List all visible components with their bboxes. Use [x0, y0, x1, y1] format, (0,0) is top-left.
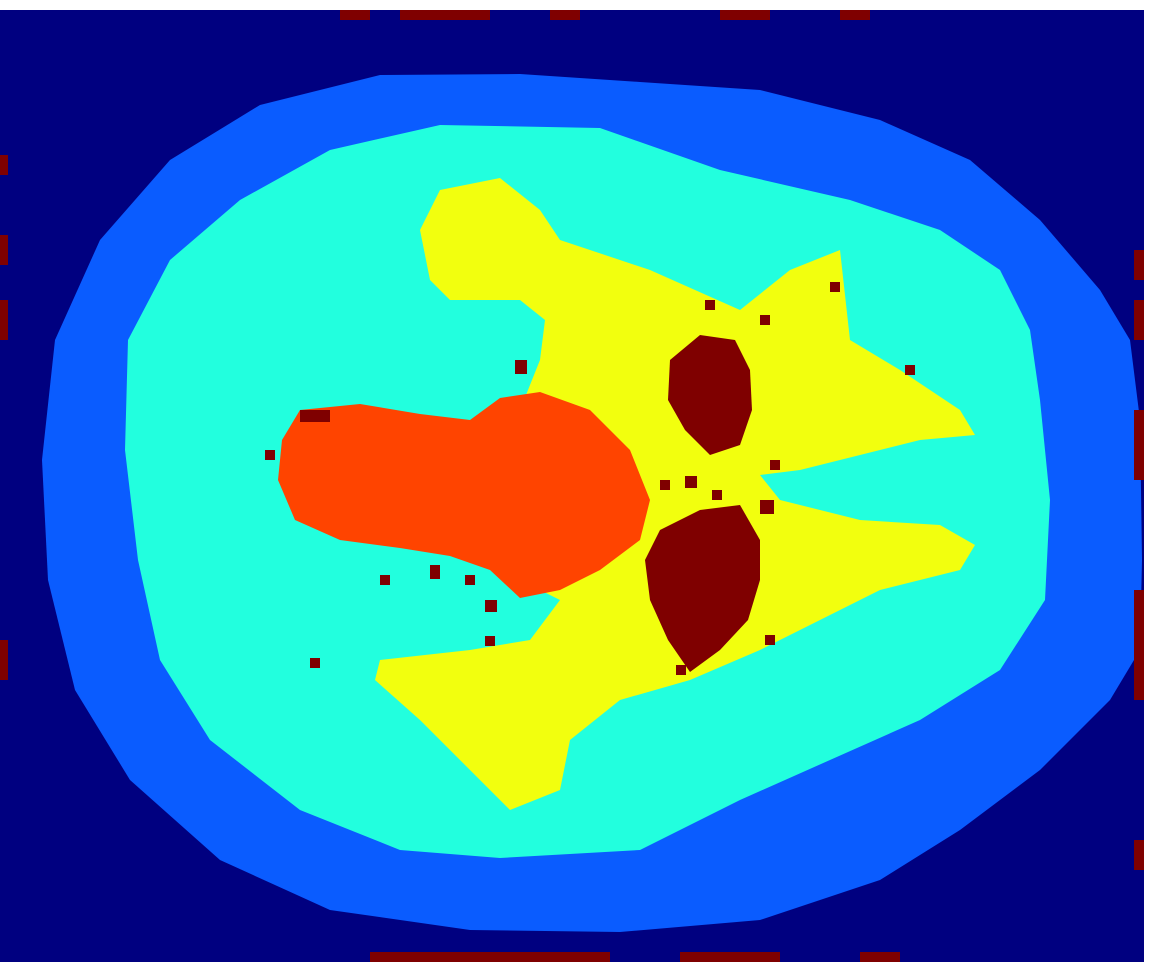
- edge-speckle: [340, 10, 370, 20]
- speckles: [265, 282, 915, 675]
- dark-red-region-lower: [645, 505, 760, 672]
- speckle: [515, 360, 527, 374]
- orange-region: [278, 392, 650, 598]
- edge-speckle: [0, 155, 8, 175]
- edge-speckle: [370, 952, 610, 962]
- speckle: [265, 450, 275, 460]
- edge-speckle: [1134, 410, 1144, 480]
- edge-speckle: [0, 235, 8, 265]
- speckle: [310, 658, 320, 668]
- speckle: [676, 665, 686, 675]
- edge-speckle: [0, 640, 8, 680]
- yellow-region: [375, 178, 975, 810]
- edge-speckle: [400, 10, 490, 20]
- edge-speckle: [1134, 250, 1144, 280]
- speckle: [705, 300, 715, 310]
- edge-speckle: [860, 952, 900, 962]
- speckle: [685, 476, 697, 488]
- edge-speckle: [840, 10, 870, 20]
- edge-speckle: [0, 300, 8, 340]
- speckle: [905, 365, 915, 375]
- speckle: [300, 410, 330, 422]
- speckle: [760, 315, 770, 325]
- speckle: [380, 575, 390, 585]
- edge-speckle: [1134, 590, 1144, 700]
- edge-speckle: [680, 952, 780, 962]
- edge-speckle: [1134, 300, 1144, 340]
- speckle: [760, 500, 774, 514]
- edge-speckle: [720, 10, 770, 20]
- speckle: [765, 635, 775, 645]
- speckle: [660, 480, 670, 490]
- dark-red-region-upper: [668, 335, 752, 455]
- speckle: [430, 565, 440, 579]
- speckle: [485, 600, 497, 612]
- edge-speckle: [1134, 840, 1144, 870]
- speckle: [712, 490, 722, 500]
- edge-speckle: [550, 10, 580, 20]
- speckle: [770, 460, 780, 470]
- speckle: [830, 282, 840, 292]
- speckle: [465, 575, 475, 585]
- edge-noise: [0, 10, 1144, 962]
- speckle: [485, 636, 495, 646]
